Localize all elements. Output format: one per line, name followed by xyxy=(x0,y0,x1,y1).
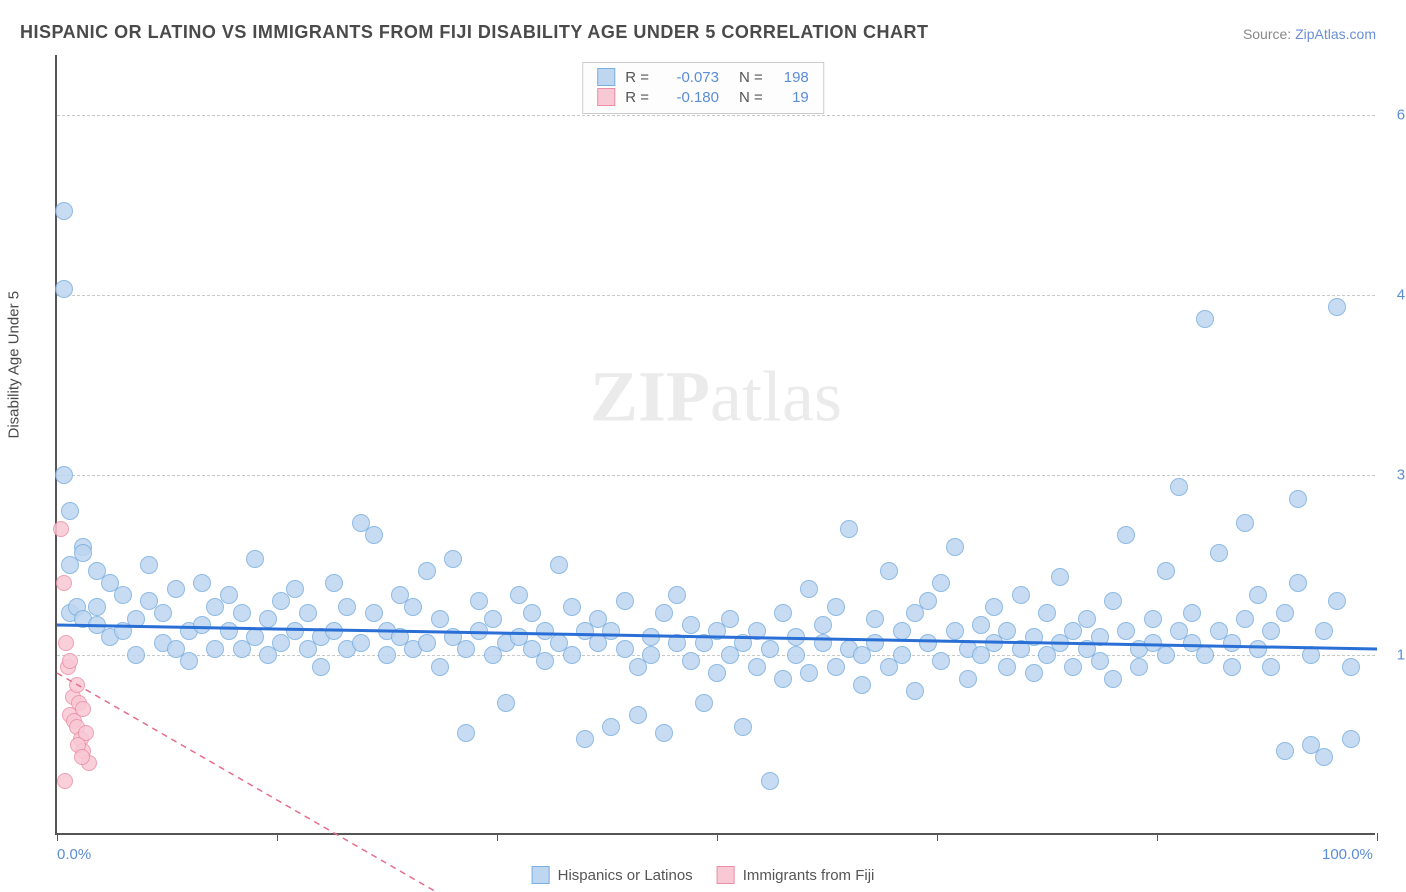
x-tick xyxy=(937,833,938,841)
x-tick xyxy=(1157,833,1158,841)
correlation-legend: R =-0.073N =198R =-0.180N =19 xyxy=(582,62,824,114)
x-tick xyxy=(277,833,278,841)
legend-swatch xyxy=(532,866,550,884)
series-legend-label: Immigrants from Fiji xyxy=(743,867,875,884)
legend-swatch xyxy=(597,68,615,86)
correlation-legend-row: R =-0.073N =198 xyxy=(597,67,809,87)
series-legend-item: Immigrants from Fiji xyxy=(717,866,875,884)
x-tick xyxy=(717,833,718,841)
y-tick-label: 4.5% xyxy=(1381,287,1406,304)
legend-swatch xyxy=(597,88,615,106)
y-tick-label: 3.0% xyxy=(1381,467,1406,484)
series-legend-item: Hispanics or Latinos xyxy=(532,866,693,884)
x-tick-label: 100.0% xyxy=(1322,846,1373,863)
x-tick xyxy=(57,833,58,841)
y-axis-label: Disability Age Under 5 xyxy=(6,291,23,439)
legend-swatch xyxy=(717,866,735,884)
trend-line xyxy=(57,625,1377,649)
series-legend: Hispanics or Latinos Immigrants from Fiji xyxy=(524,866,883,884)
source-link[interactable]: ZipAtlas.com xyxy=(1295,26,1376,42)
series-legend-label: Hispanics or Latinos xyxy=(558,867,693,884)
chart-title: HISPANIC OR LATINO VS IMMIGRANTS FROM FI… xyxy=(20,22,929,43)
trend-line xyxy=(57,673,1377,892)
x-tick-label: 0.0% xyxy=(57,846,91,863)
correlation-legend-row: R =-0.180N =19 xyxy=(597,87,809,107)
trend-lines-layer xyxy=(57,55,1375,833)
y-tick-label: 1.5% xyxy=(1381,647,1406,664)
plot-area: ZIPatlas 1.5%3.0%4.5%6.0%0.0%100.0% xyxy=(55,55,1375,835)
x-tick xyxy=(497,833,498,841)
y-tick-label: 6.0% xyxy=(1381,107,1406,124)
source-attribution: Source: ZipAtlas.com xyxy=(1243,26,1376,42)
x-tick xyxy=(1377,833,1378,841)
